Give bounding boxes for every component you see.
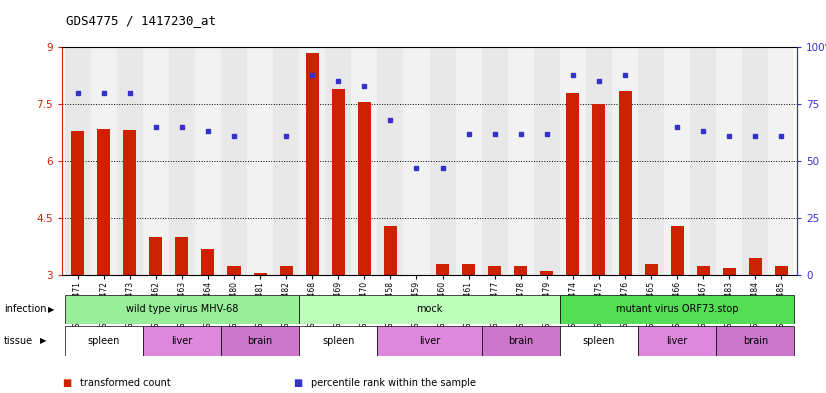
Bar	[384, 226, 397, 275]
Bar	[592, 104, 605, 275]
Bar	[202, 248, 215, 275]
Bar	[515, 266, 527, 275]
Bar	[97, 129, 110, 275]
Bar	[377, 326, 482, 356]
Bar	[664, 47, 691, 275]
Text: ▶: ▶	[40, 336, 46, 345]
Text: liver: liver	[419, 336, 440, 346]
Bar	[351, 47, 377, 275]
Bar	[775, 266, 788, 275]
Bar	[644, 264, 657, 275]
Bar	[482, 326, 560, 356]
Bar	[221, 47, 247, 275]
Bar	[254, 273, 267, 275]
Bar	[534, 47, 560, 275]
Bar	[143, 326, 221, 356]
Text: wild type virus MHV-68: wild type virus MHV-68	[126, 305, 238, 314]
Bar	[696, 266, 710, 275]
Text: GDS4775 / 1417230_at: GDS4775 / 1417230_at	[66, 14, 216, 27]
Bar	[227, 266, 240, 275]
Bar	[64, 295, 299, 324]
Bar	[638, 326, 716, 356]
Bar	[540, 271, 553, 275]
Bar	[436, 264, 449, 275]
Text: liver: liver	[171, 336, 192, 346]
Bar	[716, 326, 795, 356]
Text: ■: ■	[62, 378, 71, 388]
Bar	[299, 295, 560, 324]
Bar	[671, 226, 684, 275]
Bar	[150, 237, 163, 275]
Bar	[430, 47, 456, 275]
Text: ■: ■	[293, 378, 302, 388]
Bar	[325, 47, 351, 275]
Text: mutant virus ORF73.stop: mutant virus ORF73.stop	[616, 305, 738, 314]
Bar	[462, 264, 475, 275]
Bar	[403, 47, 430, 275]
Bar	[64, 326, 143, 356]
Bar	[306, 53, 319, 275]
Bar	[299, 47, 325, 275]
Text: mock: mock	[416, 305, 443, 314]
Bar	[586, 47, 612, 275]
Bar	[116, 47, 143, 275]
Bar	[247, 47, 273, 275]
Bar	[358, 102, 371, 275]
Text: ▶: ▶	[48, 305, 55, 314]
Bar	[169, 47, 195, 275]
Bar	[560, 326, 638, 356]
Bar	[456, 47, 482, 275]
Bar	[560, 47, 586, 275]
Bar	[749, 258, 762, 275]
Bar	[377, 47, 403, 275]
Bar	[64, 47, 91, 275]
Bar	[691, 47, 716, 275]
Bar	[488, 266, 501, 275]
Bar	[91, 47, 116, 275]
Bar	[560, 295, 795, 324]
Bar	[299, 326, 377, 356]
Bar	[273, 47, 299, 275]
Text: transformed count: transformed count	[80, 378, 171, 388]
Bar	[716, 47, 743, 275]
Text: percentile rank within the sample: percentile rank within the sample	[311, 378, 477, 388]
Bar	[723, 268, 736, 275]
Bar	[612, 47, 638, 275]
Bar	[143, 47, 169, 275]
Bar	[619, 91, 632, 275]
Bar	[280, 266, 292, 275]
Bar	[195, 47, 221, 275]
Bar	[175, 237, 188, 275]
Text: spleen: spleen	[583, 336, 615, 346]
Text: brain: brain	[508, 336, 534, 346]
Bar	[743, 47, 768, 275]
Text: spleen: spleen	[322, 336, 354, 346]
Bar	[123, 130, 136, 275]
Bar	[567, 93, 579, 275]
Bar	[71, 131, 84, 275]
Text: infection: infection	[4, 305, 46, 314]
Bar	[482, 47, 508, 275]
Text: brain: brain	[248, 336, 273, 346]
Text: tissue: tissue	[4, 336, 33, 346]
Bar	[508, 47, 534, 275]
Bar	[221, 326, 299, 356]
Bar	[638, 47, 664, 275]
Text: brain: brain	[743, 336, 768, 346]
Text: spleen: spleen	[88, 336, 120, 346]
Bar	[332, 89, 344, 275]
Bar	[768, 47, 795, 275]
Text: liver: liver	[667, 336, 688, 346]
